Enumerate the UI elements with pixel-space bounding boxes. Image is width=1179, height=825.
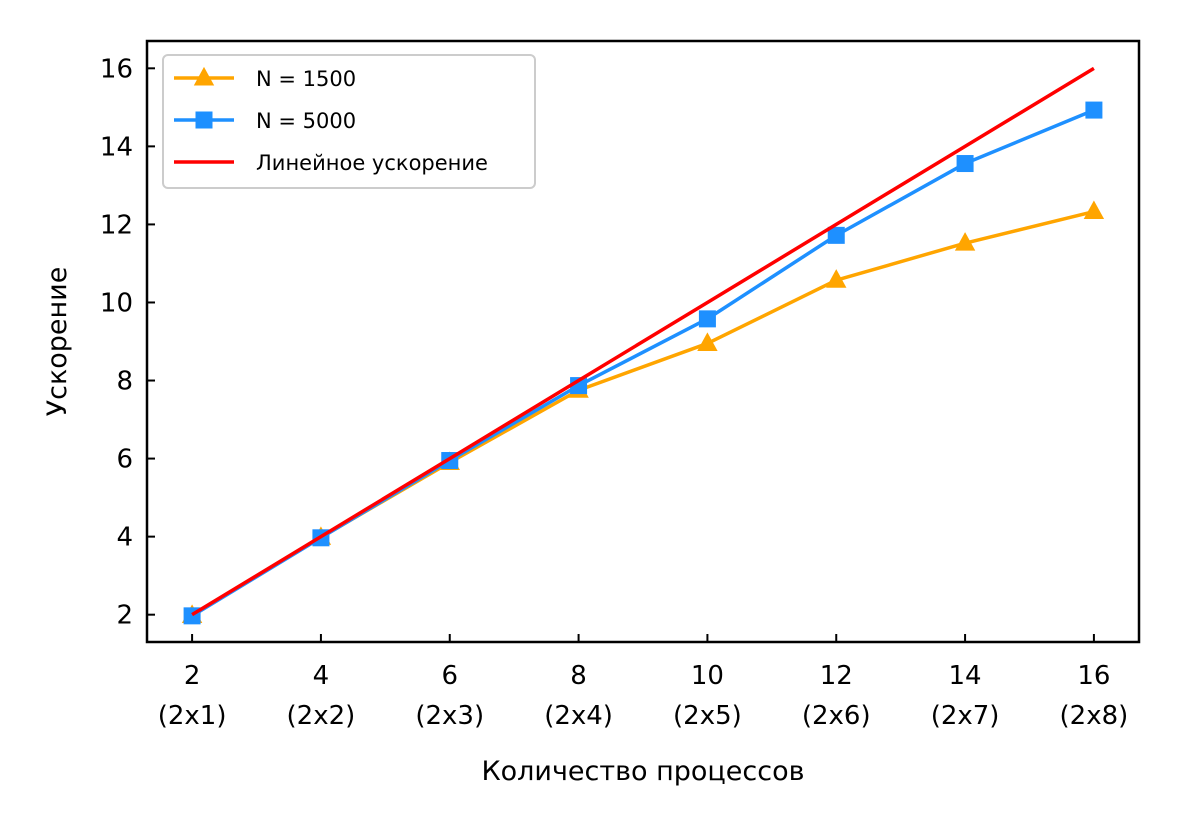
x-tick-label: 4 [313,661,330,691]
series-line [191,66,1095,617]
x-tick-label: 8 [570,661,587,691]
plot-frame [145,39,1141,644]
legend-label: N = 1500 [256,67,356,91]
x-tick-sublabel: (2x7) [931,701,1000,731]
data-point [1083,200,1105,220]
x-tick-label: 12 [820,661,853,691]
legend-item-n-1500: N = 1500 [174,66,356,91]
y-tick-label: 8 [116,367,133,397]
x-tick-sublabel: (2x3) [415,701,484,731]
y-tick-label: 6 [116,445,133,475]
data-point [697,332,718,351]
data-point [954,232,976,251]
x-tick-label: 16 [1077,661,1110,691]
x-tick-sublabel: (2x8) [1060,701,1129,731]
x-tick-label: 10 [691,661,724,691]
y-tick-label: 4 [116,523,133,553]
y-tick-label: 12 [100,210,133,240]
x-tick-sublabel: (2x6) [802,701,871,731]
data-point [956,155,974,173]
axis-ticks: 2 (2x1) 4 (2x2) 6 (2x3) 8 (2x4) 10 (2x5) 12 (2x6) 14… [100,54,1128,731]
legend-marker [193,66,215,86]
data-point [1085,101,1103,119]
x-tick-label: 2 [184,661,201,691]
plot-marks [181,66,1105,625]
x-tick-label: 14 [949,661,982,691]
legend-label: N = 5000 [256,109,356,133]
y-tick-label: 2 [116,601,133,631]
x-tick-label: 6 [441,661,458,691]
x-tick-sublabel: (2x5) [673,701,742,731]
y-tick-label: 14 [100,132,133,162]
y-axis-title: Ускорение [42,267,73,417]
legend-box [162,54,536,189]
y-tick-label: 10 [100,288,133,318]
legend: N = 1500 N = 5000 Линейное ускорение [162,54,536,189]
legend-item-n-5000: N = 5000 [174,109,356,133]
x-tick-sublabel: (2x2) [287,701,356,731]
series-линейное-ускорение [191,66,1095,617]
y-tick-label: 16 [100,54,133,84]
data-point [698,310,716,328]
legend-marker [195,111,213,129]
x-axis-title: Количество процессов [481,756,804,787]
x-tick-sublabel: (2x4) [544,701,613,731]
legend-item-линейное-ускорение: Линейное ускорение [174,151,488,175]
legend-label: Линейное ускорение [256,151,488,175]
x-tick-sublabel: (2x1) [158,701,227,731]
data-point [827,226,845,244]
data-point [826,269,847,288]
